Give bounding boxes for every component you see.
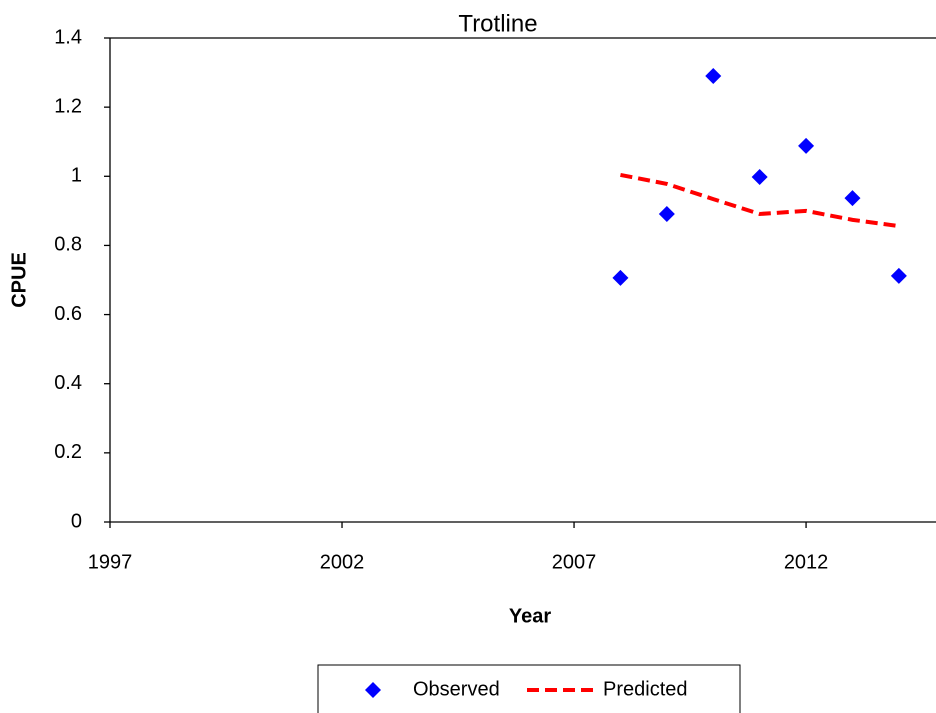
x-axis-label: Year [509, 605, 551, 627]
chart-title: Trotline [458, 10, 537, 37]
y-tick-label: 0.6 [54, 303, 82, 325]
observed-point [890, 267, 907, 284]
x-tick-label: 1997 [88, 551, 133, 573]
legend-label: Observed [413, 678, 500, 700]
y-axis-label: CPUE [8, 252, 30, 308]
y-tick-label: 0 [71, 510, 82, 532]
observed-point [844, 190, 861, 207]
observed-point [705, 68, 722, 85]
y-tick-label: 1.4 [54, 26, 82, 48]
legend-marker [365, 682, 381, 698]
observed-point [658, 205, 675, 222]
y-tick-label: 1 [71, 165, 82, 187]
x-tick-label: 2002 [320, 551, 365, 573]
x-tick-label: 2012 [784, 551, 829, 573]
observed-point [612, 269, 629, 286]
legend-box [317, 664, 741, 713]
y-tick-label: 0.2 [54, 441, 82, 463]
observed-point [798, 137, 815, 154]
y-tick-label: 1.2 [54, 95, 82, 117]
predicted-line [620, 172, 900, 229]
y-tick-label: 0.4 [54, 372, 82, 394]
x-tick-label: 2007 [552, 551, 597, 573]
observed-point [751, 168, 768, 185]
legend-label: Predicted [603, 678, 688, 700]
y-tick-label: 0.8 [54, 234, 82, 256]
